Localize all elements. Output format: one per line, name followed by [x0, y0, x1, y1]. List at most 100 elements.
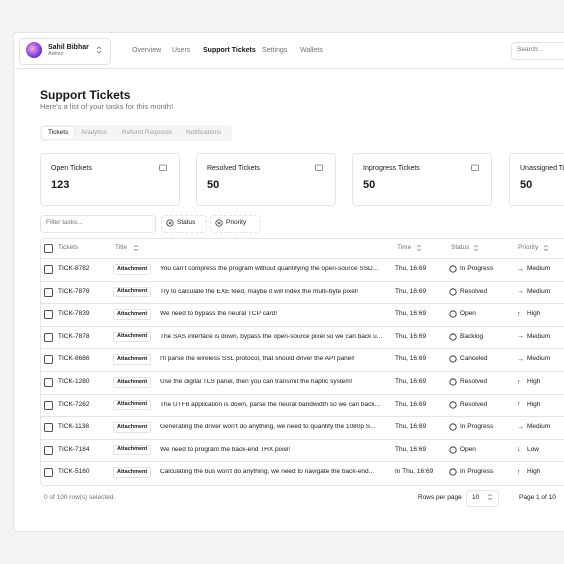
- ticket-title: We need to program the back-end THX pixe…: [160, 446, 291, 453]
- ticket-priority: Medium: [527, 287, 551, 295]
- filter-button[interactable]: [210, 215, 261, 233]
- ticket-status: In Progress: [460, 423, 494, 431]
- header-checkbox[interactable]: [44, 244, 53, 253]
- nav-link[interactable]: Settings: [262, 47, 288, 54]
- attachment-tag: Attachment: [113, 264, 152, 275]
- row-checkbox[interactable]: [44, 445, 53, 455]
- stat-value: 123: [51, 179, 70, 191]
- attachment-tag: Attachment: [113, 377, 152, 388]
- priority-icon: ↑: [517, 310, 521, 318]
- row-checkbox[interactable]: [44, 310, 53, 320]
- chevron-icon: [487, 494, 493, 500]
- priority-icon: →: [517, 265, 524, 273]
- stat-card: [40, 153, 180, 206]
- stat-icon: [471, 164, 479, 171]
- status-icon: [449, 310, 457, 318]
- column-header[interactable]: Status: [451, 244, 470, 251]
- column-header[interactable]: Time: [397, 244, 412, 251]
- row-divider: [40, 258, 564, 259]
- ticket-status: Canceled: [460, 355, 488, 363]
- nav-link[interactable]: Wallets: [300, 47, 323, 54]
- filter-button[interactable]: [161, 215, 207, 233]
- sort-icon: [473, 245, 479, 251]
- status-icon: [449, 468, 457, 476]
- ticket-status: Backlog: [460, 332, 484, 340]
- stat-card: [509, 153, 564, 206]
- stat-label: Open Tickets: [51, 165, 92, 172]
- tab[interactable]: Analytics: [81, 129, 108, 136]
- row-checkbox[interactable]: [44, 265, 53, 274]
- column-header[interactable]: Title: [115, 244, 128, 251]
- ticket-status: In Progress: [460, 265, 494, 272]
- attachment-tag: Attachment: [113, 444, 152, 456]
- ticket-priority: High: [527, 378, 541, 385]
- row-checkbox[interactable]: [44, 287, 53, 297]
- priority-icon: →: [517, 355, 524, 363]
- sort-icon: [543, 245, 549, 251]
- search-box[interactable]: [511, 42, 564, 60]
- ticket-title: Try to calculate the EXE feed, maybe it …: [160, 288, 359, 295]
- row-divider: [40, 393, 564, 395]
- tab[interactable]: Notifications: [186, 129, 222, 136]
- priority-icon: ↑: [517, 468, 521, 476]
- ticket-time: Thu, 16:69: [395, 332, 427, 340]
- row-divider: [40, 280, 564, 282]
- user-name: Sahil Bibhar: [48, 44, 89, 51]
- divider: [13, 68, 564, 69]
- nav-link[interactable]: Users: [172, 47, 191, 54]
- filter-input[interactable]: [40, 215, 156, 233]
- attachment-tag: Attachment: [113, 422, 152, 433]
- row-divider: [40, 461, 564, 463]
- row-checkbox[interactable]: [44, 423, 53, 433]
- sort-icon: [416, 245, 422, 251]
- sort-icon: [133, 245, 139, 251]
- attachment-tag: Attachment: [113, 399, 152, 411]
- nav-link[interactable]: Overview: [132, 47, 162, 54]
- ticket-time: Thu, 16:69: [395, 355, 427, 363]
- ticket-priority: Medium: [527, 423, 551, 431]
- ticket-id: TICK-7878: [58, 287, 90, 295]
- ticket-status: Resolved: [460, 287, 488, 295]
- status-icon: [449, 287, 457, 296]
- status-icon: [449, 400, 457, 409]
- ticket-priority: Low: [527, 445, 539, 453]
- ticket-title: We need to bypass the neural TCP card!: [160, 311, 278, 318]
- row-checkbox[interactable]: [44, 400, 53, 410]
- filter-placeholder: Filter tasks...: [46, 219, 83, 226]
- search-placeholder: Search...: [517, 46, 544, 53]
- attachment-tag: Attachment: [113, 309, 152, 320]
- tab[interactable]: Refund Requests: [122, 129, 173, 136]
- ticket-time: Thu, 16:69: [395, 378, 427, 385]
- row-checkbox[interactable]: [44, 468, 53, 478]
- ticket-priority: High: [527, 310, 541, 318]
- stat-value: 50: [363, 179, 376, 191]
- column-header[interactable]: Priority: [518, 244, 539, 251]
- priority-icon: ↓: [517, 446, 521, 454]
- attachment-tag: Attachment: [113, 467, 152, 478]
- row-checkbox[interactable]: [44, 332, 53, 342]
- row-divider: [40, 438, 564, 440]
- stat-icon: [315, 164, 323, 171]
- row-divider: [40, 325, 564, 327]
- stat-value: 50: [207, 179, 220, 191]
- ticket-priority: Medium: [527, 355, 551, 363]
- row-divider: [40, 371, 564, 372]
- row-checkbox[interactable]: [44, 355, 53, 365]
- ticket-title: The SAS interface is down, bypass the op…: [160, 333, 383, 340]
- priority-icon: →: [517, 288, 524, 296]
- ticket-time: Thu, 16:69: [395, 310, 427, 318]
- rows-per-page-select[interactable]: [466, 490, 499, 507]
- ticket-id: TICK-7184: [58, 445, 90, 453]
- status-icon: [449, 378, 457, 386]
- tab[interactable]: Tickets: [48, 129, 69, 136]
- attachment-tag: Attachment: [113, 354, 152, 365]
- stat-value: 50: [520, 179, 533, 191]
- ticket-title: The UTF8 application is down, parse the …: [160, 401, 381, 408]
- plus-icon: [166, 219, 174, 227]
- status-icon: [449, 423, 457, 431]
- filter-button-label: Status: [177, 219, 196, 226]
- nav-link[interactable]: Support Tickets: [203, 47, 256, 54]
- rows-per-page-label: Rows per page: [418, 494, 462, 501]
- row-checkbox[interactable]: [44, 378, 53, 387]
